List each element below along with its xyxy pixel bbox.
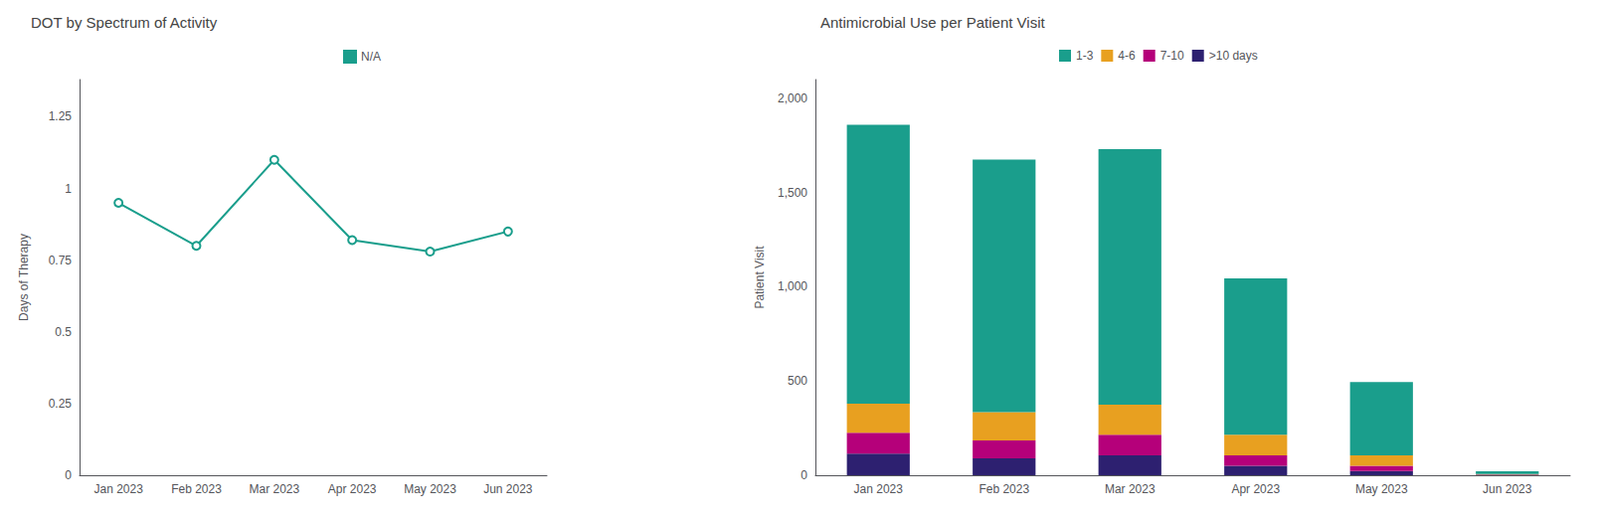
svg-text:Jun 2023: Jun 2023 — [483, 482, 534, 497]
svg-text:>10 days: >10 days — [1209, 48, 1258, 63]
svg-text:1,500: 1,500 — [777, 185, 808, 200]
svg-text:500: 500 — [787, 373, 808, 388]
svg-text:N/A: N/A — [360, 49, 381, 64]
svg-text:Mar 2023: Mar 2023 — [1104, 482, 1156, 497]
svg-text:DOT by Spectrum of Activity: DOT by Spectrum of Activity — [30, 13, 218, 31]
svg-text:Mar 2023: Mar 2023 — [248, 482, 300, 497]
svg-text:Apr 2023: Apr 2023 — [328, 482, 377, 497]
svg-text:Feb 2023: Feb 2023 — [171, 482, 222, 497]
svg-text:Apr 2023: Apr 2023 — [1231, 482, 1280, 497]
svg-text:0.75: 0.75 — [48, 253, 73, 268]
svg-text:Jan 2023: Jan 2023 — [93, 482, 144, 497]
svg-text:0.5: 0.5 — [54, 325, 72, 340]
svg-text:7-10: 7-10 — [1160, 48, 1185, 63]
svg-text:Jan 2023: Jan 2023 — [854, 482, 904, 497]
svg-text:May 2023: May 2023 — [1355, 482, 1409, 497]
svg-text:4-6: 4-6 — [1117, 48, 1136, 63]
svg-text:1: 1 — [64, 181, 72, 196]
svg-text:0.25: 0.25 — [48, 396, 73, 411]
svg-text:May 2023: May 2023 — [403, 482, 457, 497]
svg-text:Antimicrobial Use per Patient: Antimicrobial Use per Patient Visit — [820, 13, 1046, 31]
svg-text:Days of Therapy: Days of Therapy — [16, 233, 31, 322]
svg-text:0: 0 — [64, 468, 72, 483]
svg-text:Patient Visit: Patient Visit — [752, 245, 767, 310]
svg-text:1-3: 1-3 — [1075, 48, 1094, 63]
svg-text:0: 0 — [800, 468, 808, 483]
svg-text:Jun 2023: Jun 2023 — [1482, 482, 1533, 497]
svg-text:Feb 2023: Feb 2023 — [978, 482, 1030, 497]
svg-text:2,000: 2,000 — [777, 91, 808, 106]
svg-text:1,000: 1,000 — [777, 279, 808, 294]
svg-text:1.25: 1.25 — [48, 109, 73, 124]
